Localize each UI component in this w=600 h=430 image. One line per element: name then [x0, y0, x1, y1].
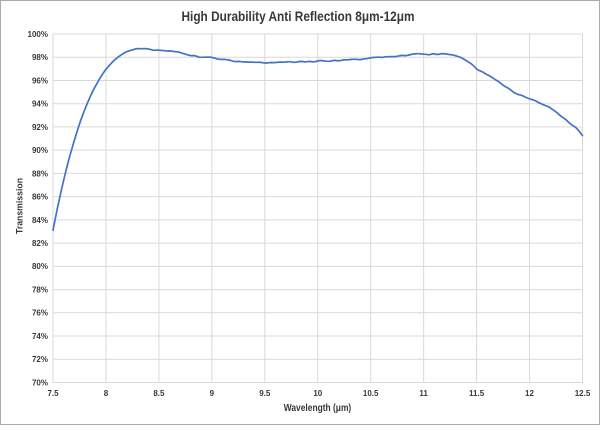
svg-text:88%: 88% — [32, 169, 48, 178]
svg-text:70%: 70% — [32, 378, 48, 387]
svg-text:12.5: 12.5 — [575, 389, 591, 398]
svg-text:98%: 98% — [32, 53, 48, 62]
svg-text:96%: 96% — [32, 76, 48, 85]
svg-text:94%: 94% — [32, 100, 48, 109]
svg-text:10.5: 10.5 — [363, 389, 379, 398]
svg-text:90%: 90% — [32, 146, 48, 155]
svg-text:76%: 76% — [32, 309, 48, 318]
svg-text:74%: 74% — [32, 332, 48, 341]
svg-text:8.5: 8.5 — [153, 389, 165, 398]
svg-text:Wavelength (μm): Wavelength (μm) — [284, 403, 352, 414]
svg-text:High Durability Anti Reflectio: High Durability Anti Reflection 8μm-12μm — [182, 8, 415, 24]
svg-text:72%: 72% — [32, 355, 48, 364]
svg-text:10: 10 — [313, 389, 322, 398]
svg-text:Transmission: Transmission — [14, 178, 24, 234]
svg-text:82%: 82% — [32, 239, 48, 248]
svg-text:7.5: 7.5 — [47, 389, 59, 398]
svg-text:86%: 86% — [32, 193, 48, 202]
svg-text:100%: 100% — [28, 30, 48, 39]
svg-text:84%: 84% — [32, 216, 48, 225]
svg-text:78%: 78% — [32, 286, 48, 295]
svg-text:8: 8 — [104, 389, 109, 398]
svg-text:11: 11 — [419, 389, 428, 398]
svg-text:9: 9 — [210, 389, 215, 398]
svg-text:92%: 92% — [32, 123, 48, 132]
svg-text:80%: 80% — [32, 262, 48, 271]
svg-text:9.5: 9.5 — [259, 389, 271, 398]
svg-text:11.5: 11.5 — [469, 389, 485, 398]
svg-text:12: 12 — [525, 389, 534, 398]
